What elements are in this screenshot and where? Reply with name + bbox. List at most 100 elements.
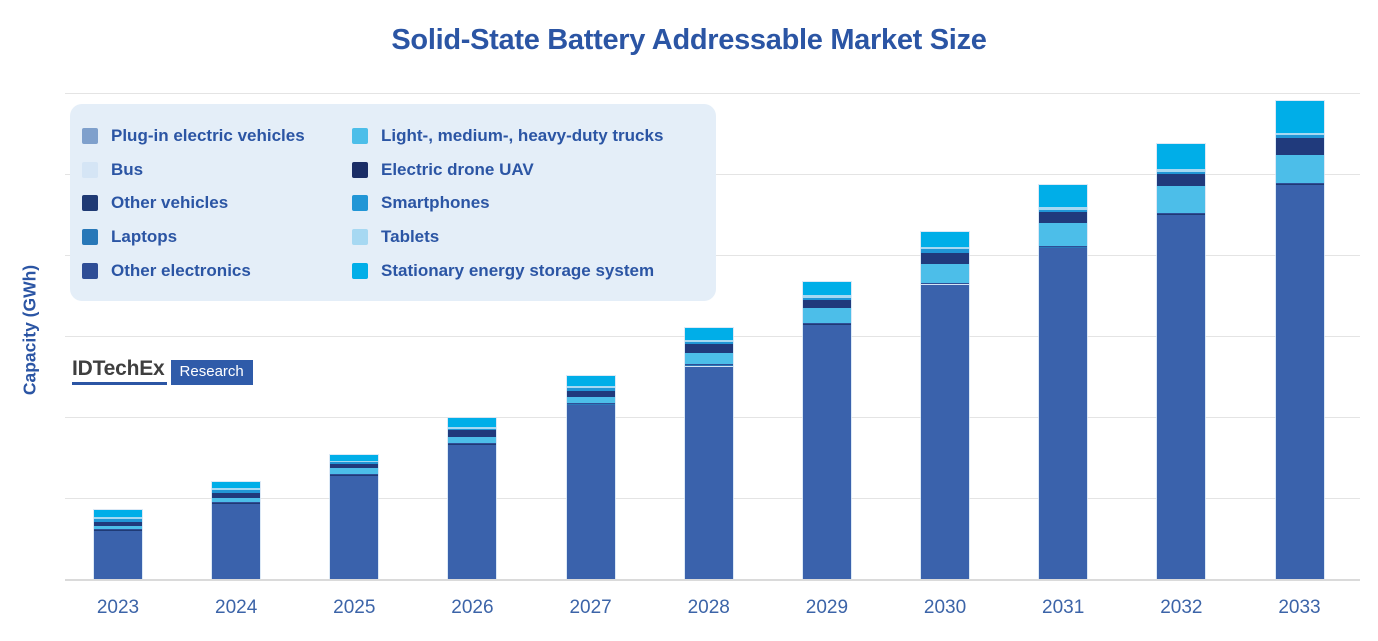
x-tick-label: 2027 (569, 597, 612, 618)
legend-label: Laptops (111, 227, 178, 247)
bar-segment (94, 518, 142, 523)
x-tick-label: 2026 (451, 597, 494, 618)
bar-2025 (330, 455, 379, 579)
legend-label: Light-, medium-, heavy-duty trucks (381, 125, 664, 145)
legend-swatch-icon (82, 263, 98, 280)
bar-segment (448, 428, 497, 431)
chart-title: Solid-State Battery Addressable Market S… (391, 24, 987, 56)
bar-segment (94, 522, 142, 526)
bar-segment (921, 284, 970, 579)
bar-segment (330, 462, 379, 464)
legend-item: Plug-in electric vehicles (82, 119, 352, 153)
bar-segment (212, 497, 261, 503)
bar-segment (1039, 247, 1088, 579)
bar-segment (684, 342, 733, 345)
bar-segment (921, 252, 970, 264)
bar-2031 (1039, 184, 1088, 579)
bar-segment (212, 503, 261, 579)
bar-segment (1157, 143, 1206, 170)
bar-segment (330, 461, 379, 463)
bar-segment (94, 516, 142, 519)
bar-segment (1039, 222, 1088, 247)
idtechex-logo-brand: IDTechEx (72, 357, 167, 386)
bar-segment (566, 387, 615, 392)
legend-item: Electric drone UAV (352, 153, 700, 187)
bar-segment (212, 487, 261, 490)
bar-segment (1157, 171, 1206, 174)
bar-segment (684, 328, 733, 340)
x-tick-label: 2023 (96, 597, 140, 618)
legend-item: Light-, medium-, heavy-duty trucks (352, 119, 700, 153)
legend-item: Other electronics (82, 254, 352, 288)
bar-segment (330, 455, 379, 462)
bar-segment (1157, 214, 1206, 579)
legend-swatch-icon (352, 195, 368, 212)
x-tick-label: 2032 (1160, 597, 1203, 618)
bar-segment (330, 468, 379, 474)
bar-segment (802, 281, 851, 296)
bar-segment (684, 365, 733, 579)
bar-segment (566, 397, 615, 404)
bar-segment (94, 530, 142, 579)
legend-item: Laptops (82, 220, 352, 254)
bar-segment (1157, 186, 1206, 213)
legend-item: Smartphones (352, 187, 700, 221)
bar-segment (448, 427, 497, 429)
bar-segment (684, 339, 733, 342)
idtechex-logo: IDTechEx Research (72, 357, 253, 386)
bar-segment (921, 263, 970, 283)
bar-segment (448, 436, 497, 443)
x-tick-label: 2029 (805, 597, 849, 618)
bar-segment (802, 307, 851, 324)
bar-segment (802, 324, 851, 579)
idtechex-logo-research-tag: Research (170, 359, 253, 386)
bar-segment (566, 391, 615, 398)
legend-item: Bus (82, 153, 352, 187)
bar-2029 (802, 281, 851, 579)
x-tick-label: 2024 (215, 597, 258, 618)
bar-segment (212, 481, 261, 488)
bar-segment (1275, 184, 1324, 579)
legend-label: Smartphones (381, 193, 490, 213)
legend: Plug-in electric vehicles Bus Other vehicl… (70, 104, 716, 301)
bar-segment (448, 444, 497, 579)
bar-segment (566, 385, 615, 388)
bar-2026 (448, 418, 497, 579)
bar-segment (448, 430, 497, 437)
x-tick-label: 2025 (333, 597, 376, 618)
legend-swatch-icon (352, 161, 368, 178)
x-tick-label: 2033 (1278, 597, 1321, 618)
y-axis-label: Capacity (GWh) (19, 264, 40, 396)
bar-segment (684, 353, 733, 365)
bar-2032 (1157, 143, 1206, 579)
bar-segment (330, 475, 379, 579)
bar-segment (1039, 212, 1088, 223)
legend-label: Plug-in electric vehicles (111, 125, 305, 145)
bar-segment (1157, 169, 1206, 172)
bar-segment (566, 375, 615, 386)
bar-segment (1039, 209, 1088, 213)
legend-swatch-icon (352, 127, 368, 144)
bar-segment (1039, 184, 1088, 208)
bar-segment (1157, 174, 1206, 187)
bar-2027 (566, 375, 615, 579)
gridline (65, 93, 1360, 94)
legend-swatch-icon (352, 229, 368, 246)
bar-2030 (921, 231, 970, 579)
bar-segment (802, 297, 851, 300)
plot-area (65, 93, 1360, 579)
legend-item: Other vehicles (82, 187, 352, 221)
bar-segment (802, 299, 851, 308)
bar-segment (1275, 133, 1324, 136)
bar-segment (212, 489, 261, 493)
bar-segment (566, 404, 615, 579)
bar-segment (212, 492, 261, 498)
legend-item: Stationary energy storage system (352, 254, 700, 288)
legend-label: Bus (111, 159, 144, 179)
legend-label: Electric drone UAV (381, 159, 534, 179)
legend-swatch-icon (352, 263, 368, 280)
bar-segment (921, 248, 970, 253)
bar-segment (684, 344, 733, 354)
bar-segment (1039, 207, 1088, 210)
